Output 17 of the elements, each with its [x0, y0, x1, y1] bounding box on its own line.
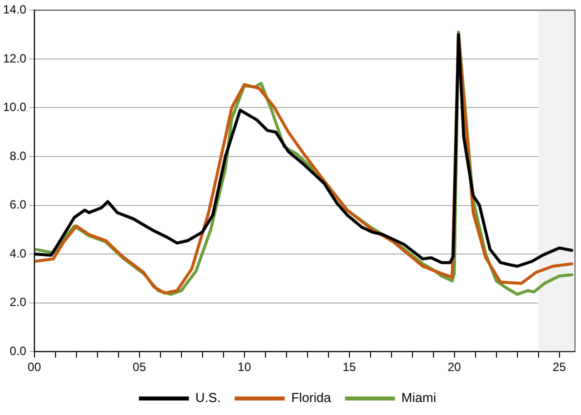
y-tick-label: 2.0: [10, 295, 27, 310]
x-tick-label: 00: [28, 360, 42, 374]
x-tick-label: 05: [132, 360, 146, 374]
x-tick-label: 10: [238, 360, 252, 374]
y-tick-label: 8.0: [10, 148, 27, 163]
y-tick-label: 10.0: [2, 100, 27, 114]
legend-label: Florida: [291, 390, 332, 406]
y-tick-label: 4.0: [10, 246, 27, 260]
y-tick-label: 14.0: [2, 2, 27, 17]
y-tick-label: 6.0: [10, 198, 27, 212]
x-tick-label: 25: [552, 360, 566, 374]
legend-label: U.S.: [195, 390, 221, 406]
x-tick-label: 20: [448, 360, 462, 374]
x-tick-label: 15: [342, 360, 356, 374]
legend-label: Miami: [401, 390, 436, 406]
y-tick-label: 0.0: [10, 344, 27, 358]
y-tick-label: 12.0: [2, 51, 27, 66]
